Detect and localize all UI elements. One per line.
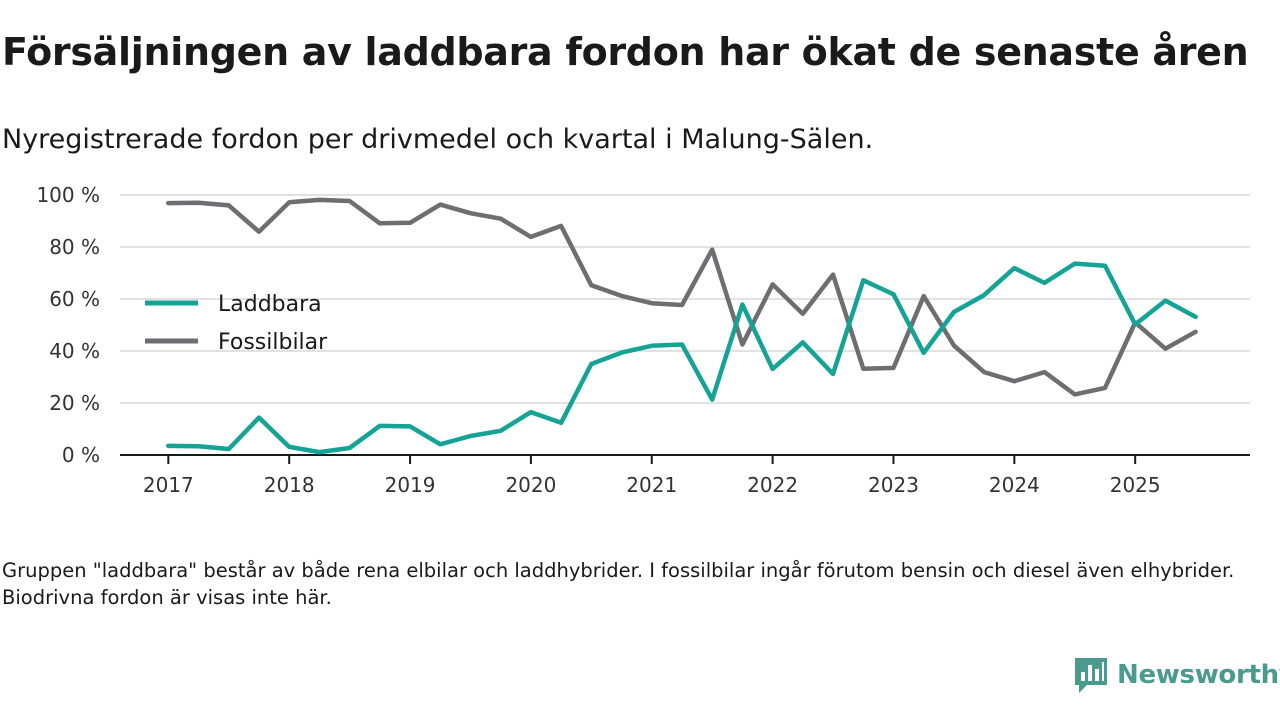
chart-title: Försäljningen av laddbara fordon har öka… xyxy=(2,30,1249,74)
line-chart: 0 % 20 % 40 % 60 % 80 % 100 % 2017 2018 2019 2020… xyxy=(36,183,1250,497)
x-tick-label: 2023 xyxy=(868,473,919,497)
x-tick-label: 2020 xyxy=(505,473,556,497)
y-tick-label: 60 % xyxy=(49,287,100,311)
brand-logo: Newsworthy xyxy=(1073,655,1280,695)
x-tick-label: 2025 xyxy=(1110,473,1161,497)
legend-label-laddbara: Laddbara xyxy=(218,292,322,317)
y-tick-label: 80 % xyxy=(49,235,100,259)
y-tick-label: 40 % xyxy=(49,339,100,363)
y-tick-label: 0 % xyxy=(62,443,100,467)
chart-subtitle: Nyregistrerade fordon per drivmedel och … xyxy=(2,124,874,155)
x-tick-label: 2022 xyxy=(747,473,798,497)
y-tick-label: 20 % xyxy=(49,391,100,415)
newsworthy-logo-icon xyxy=(1075,658,1107,693)
x-tick-label: 2017 xyxy=(143,473,194,497)
legend-label-fossilbilar: Fossilbilar xyxy=(218,330,328,355)
footnote: Gruppen "laddbara" består av både rena e… xyxy=(2,559,1235,609)
series-line-laddbara xyxy=(166,261,1198,455)
y-tick-label: 100 % xyxy=(36,183,100,207)
series-line-fossilbilar xyxy=(166,197,1198,397)
x-tick-label: 2021 xyxy=(626,473,677,497)
x-tick-label: 2019 xyxy=(385,473,436,497)
x-tick-label: 2018 xyxy=(264,473,315,497)
brand-name: Newsworthy xyxy=(1117,660,1280,690)
x-tick-label: 2024 xyxy=(989,473,1040,497)
